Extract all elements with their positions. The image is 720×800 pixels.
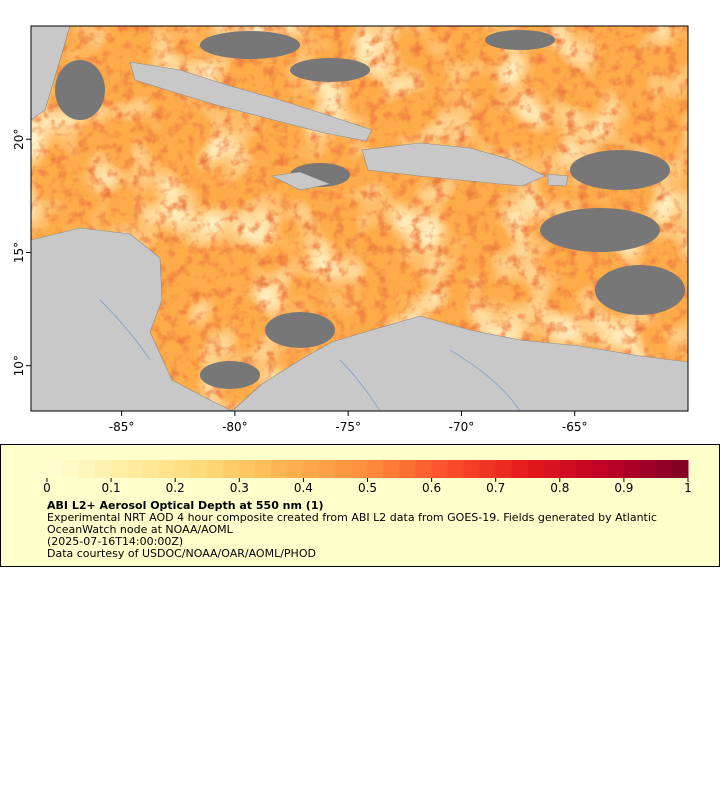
x-tick-label: -85° bbox=[109, 420, 135, 434]
colorbar-swatch bbox=[255, 460, 272, 478]
colorbar-swatch bbox=[495, 460, 513, 478]
colorbar-tick-label: 0.6 bbox=[422, 481, 441, 495]
colorbar-swatch bbox=[287, 460, 304, 478]
colorbar-swatch bbox=[447, 460, 465, 478]
legend-text: ABI L2+ Aerosol Optical Depth at 550 nm … bbox=[47, 500, 697, 560]
colorbar-swatch bbox=[671, 460, 689, 478]
rivers bbox=[99, 299, 521, 411]
x-tick-label: -80° bbox=[222, 420, 248, 434]
colorbar-swatch bbox=[271, 460, 288, 478]
x-tick-label: -75° bbox=[335, 420, 361, 434]
x-tick-label: -70° bbox=[449, 420, 475, 434]
colorbar-swatch bbox=[591, 460, 609, 478]
colorbar-swatch bbox=[559, 460, 577, 478]
colorbar-swatch bbox=[511, 460, 529, 478]
legend-text-block: ABI L2+ Aerosol Optical Depth at 550 nm … bbox=[47, 500, 697, 560]
colorbar-swatch bbox=[335, 460, 352, 478]
colorbar-swatch bbox=[159, 460, 176, 478]
colorbar-swatch bbox=[351, 460, 368, 478]
x-tick-label: -65° bbox=[562, 420, 588, 434]
colorbar-tick-label: 0.4 bbox=[294, 481, 313, 495]
land bbox=[31, 26, 688, 411]
colorbar-tick-label: 0.2 bbox=[166, 481, 185, 495]
colorbar-tick-label: 1 bbox=[684, 481, 692, 495]
colorbar-tick-label: 0.1 bbox=[102, 481, 121, 495]
y-tick-label: 15° bbox=[12, 242, 26, 263]
colorbar-tick-label: 0.8 bbox=[550, 481, 569, 495]
colorbar-tick-label: 0.9 bbox=[614, 481, 633, 495]
colorbar-swatch bbox=[367, 460, 385, 478]
colorbar-swatch bbox=[79, 460, 96, 478]
colorbar-swatch bbox=[191, 460, 208, 478]
colorbar-swatch bbox=[543, 460, 561, 478]
colorbar-tick-label: 0.3 bbox=[230, 481, 249, 495]
colorbar-swatch bbox=[47, 460, 64, 478]
map-frame bbox=[30, 25, 689, 412]
colorbar-tick-label: 0.7 bbox=[486, 481, 505, 495]
y-tick-label: 10° bbox=[12, 355, 26, 376]
colorbar-swatch bbox=[127, 460, 144, 478]
legend-date: (2025-07-16T14:00:00Z) bbox=[47, 535, 184, 548]
colorbar-swatch bbox=[399, 460, 417, 478]
colorbar-swatch bbox=[639, 460, 657, 478]
colorbar-swatch bbox=[527, 460, 545, 478]
colorbar-swatch bbox=[479, 460, 497, 478]
colorbar-swatch bbox=[575, 460, 593, 478]
colorbar-swatch bbox=[63, 460, 80, 478]
colorbar-swatch bbox=[143, 460, 160, 478]
colorbar-swatch bbox=[319, 460, 336, 478]
colorbar-swatch bbox=[175, 460, 192, 478]
colorbar-swatch bbox=[463, 460, 481, 478]
colorbar-tick-label: 0 bbox=[43, 481, 51, 495]
colorbar-swatch bbox=[607, 460, 625, 478]
colorbar-swatch bbox=[655, 460, 673, 478]
aod-map bbox=[31, 26, 688, 411]
legend-description: Experimental NRT AOD 4 hour composite cr… bbox=[47, 511, 657, 536]
colorbar-swatch bbox=[303, 460, 320, 478]
colorbar-swatch bbox=[239, 460, 256, 478]
colorbar-swatch bbox=[623, 460, 641, 478]
legend-title: ABI L2+ Aerosol Optical Depth at 550 nm … bbox=[47, 500, 324, 512]
colorbar-swatch bbox=[223, 460, 240, 478]
colorbar-tick-label: 0.5 bbox=[358, 481, 377, 495]
colorbar-swatch bbox=[383, 460, 401, 478]
colorbar-swatch bbox=[207, 460, 224, 478]
colorbar-swatch bbox=[111, 460, 128, 478]
colorbar-swatch bbox=[95, 460, 112, 478]
legend-credit: Data courtesy of USDOC/NOAA/OAR/AOML/PHO… bbox=[47, 547, 316, 560]
no-data-areas bbox=[55, 30, 685, 389]
colorbar: 0 0.1 0.2 0.3 0.4 0.5 0.6 0.7 0.8 0.9 1 bbox=[43, 460, 692, 495]
y-tick-label: 20° bbox=[12, 129, 26, 150]
colorbar-swatch bbox=[431, 460, 449, 478]
colorbar-swatch bbox=[415, 460, 433, 478]
